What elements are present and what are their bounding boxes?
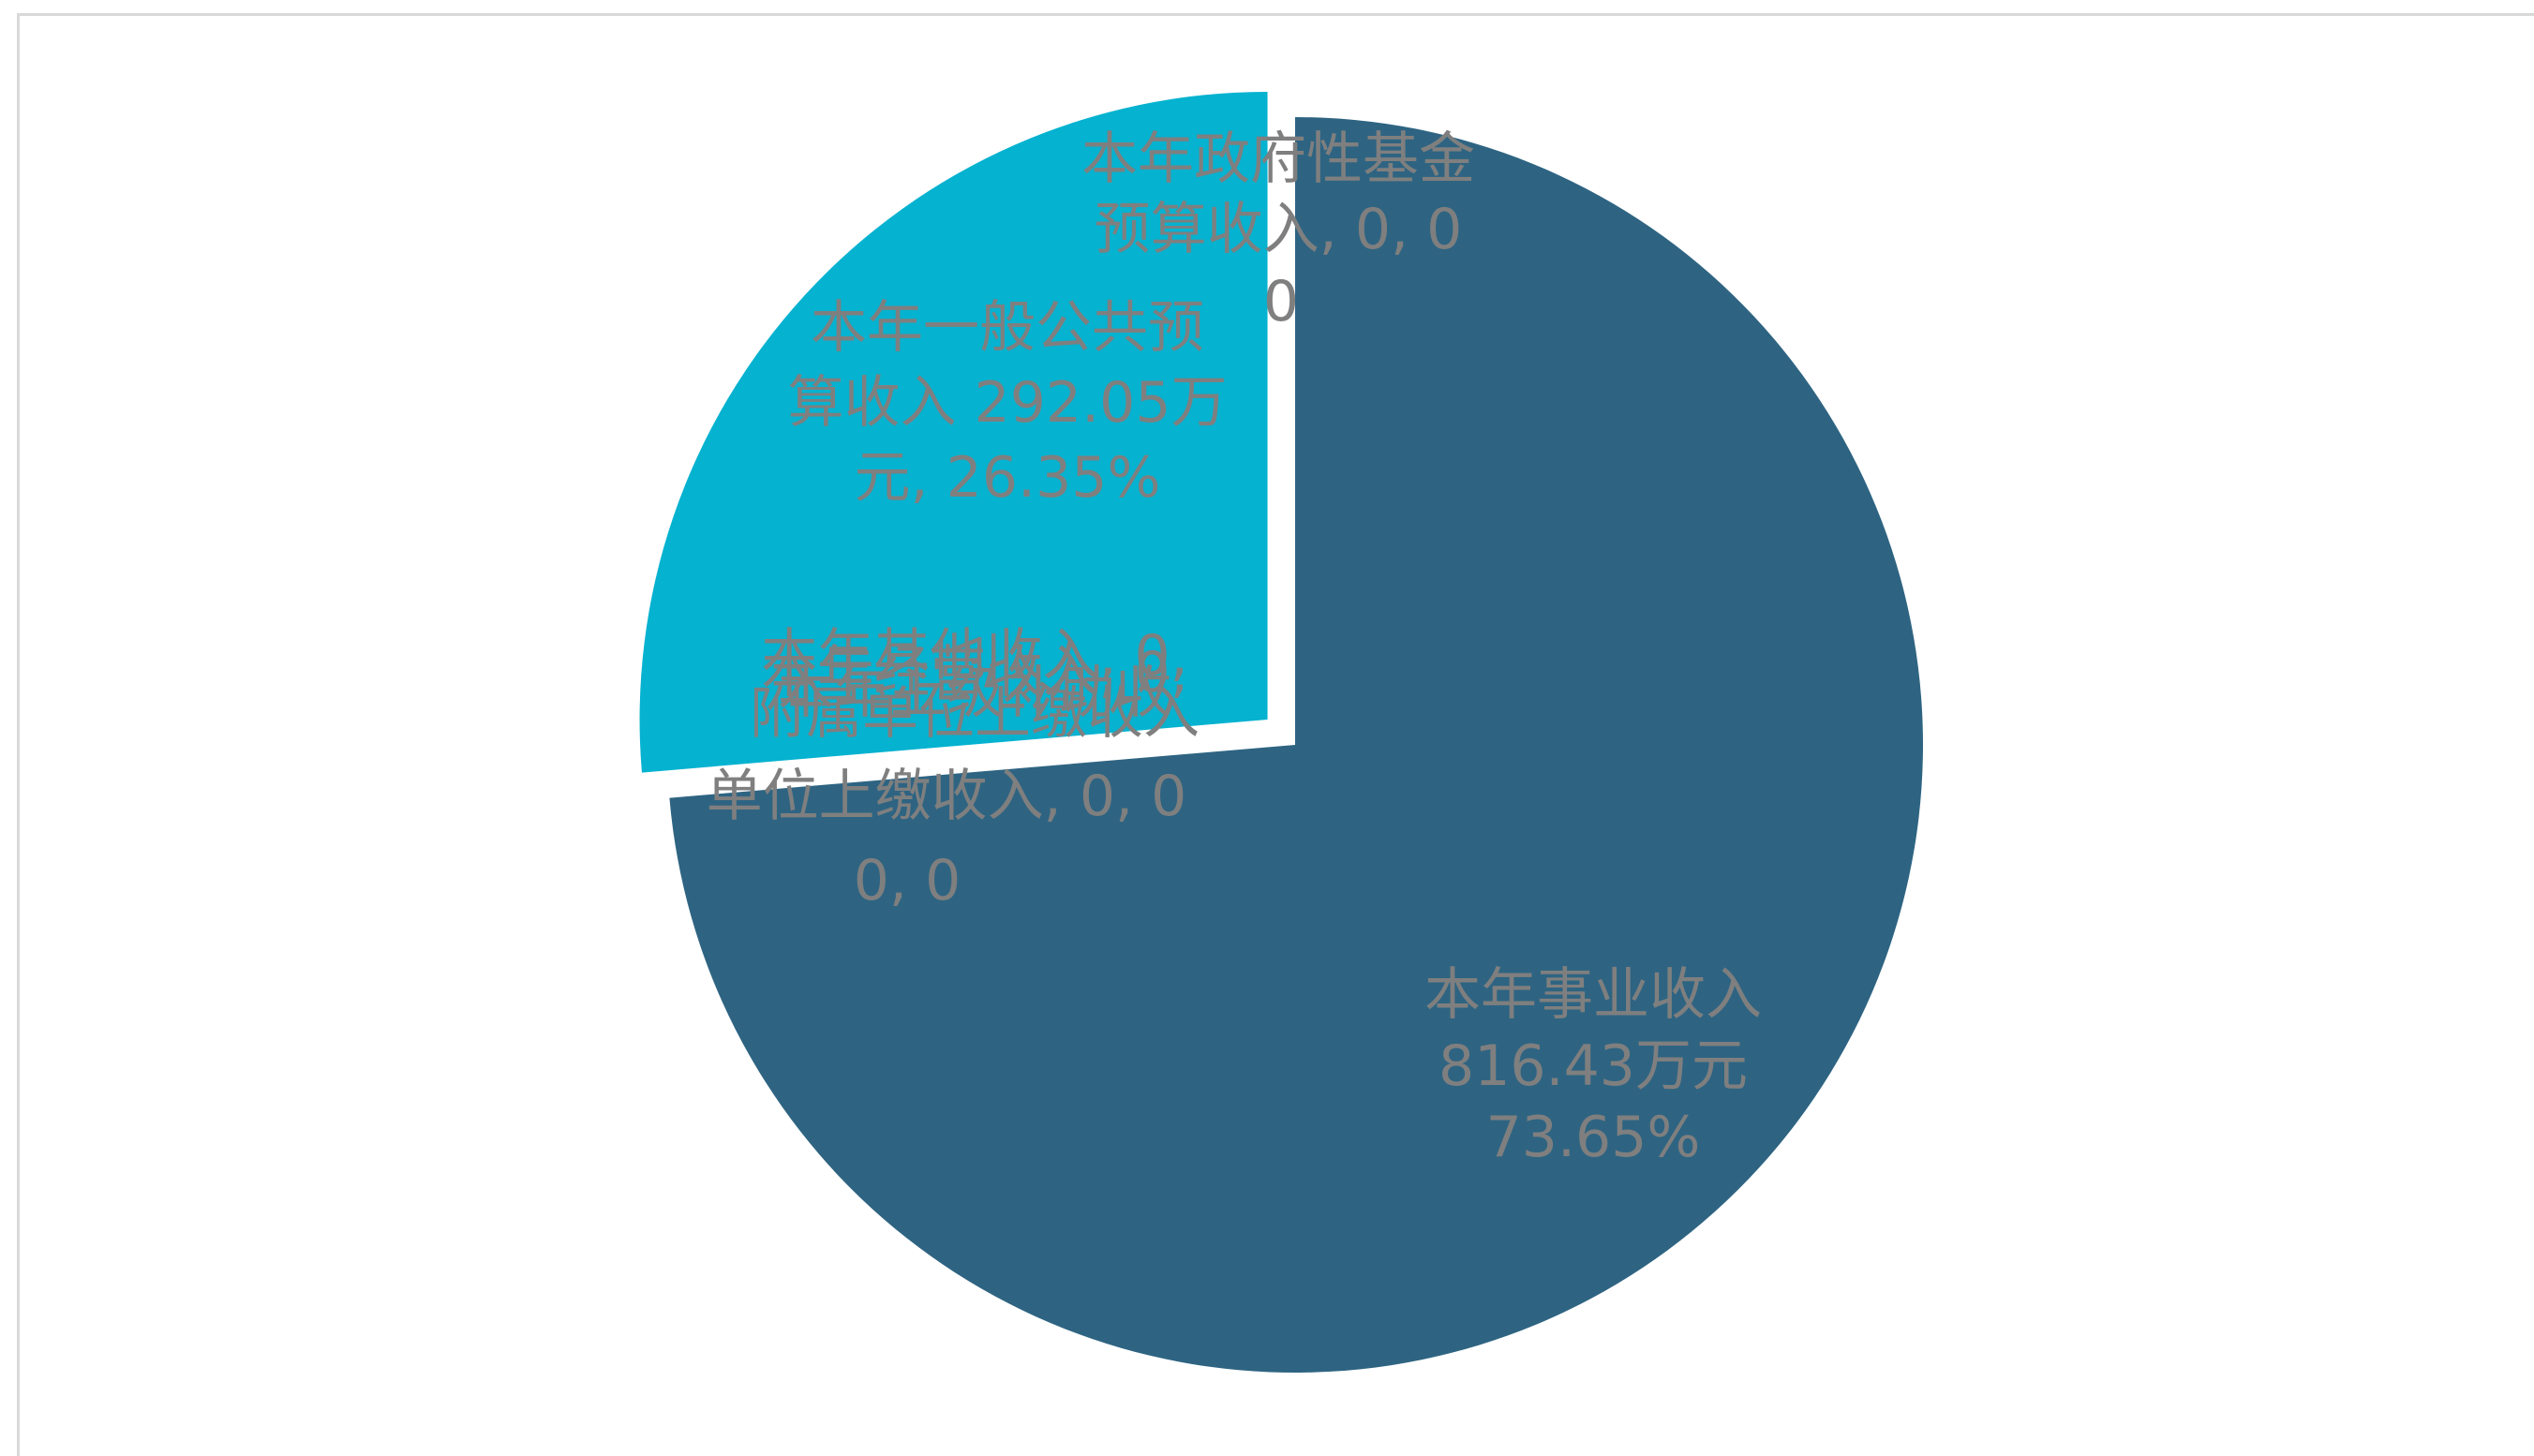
zero-label-line: 本年其他收入, 0,: [761, 623, 1187, 689]
slice-label-yiban: 本年一般公共预算收入 292.05万元, 26.35%: [787, 295, 1227, 511]
labels-layer: 本年事业收入 816.43万元 73.65% 本年一般公共预算收入 292.05万元…: [707, 126, 1762, 1170]
zero-slices-label-top: 本年政府性基金预算收入, 0, 0: [1081, 126, 1475, 262]
zero-slices-label-left: 本年其他收入, 0,本年经营收入, 0,本年上级补助收附属单位上缴收入单位上缴收…: [707, 623, 1200, 829]
label-line: 73.65%: [1486, 1105, 1701, 1170]
label-line: 0: [1263, 269, 1299, 334]
label-line: 本年一般公共预: [811, 295, 1204, 361]
zero-label-line: 附属单位上缴收入: [750, 681, 1200, 747]
zero-label-line: 单位上缴收入, 0, 0: [707, 764, 1187, 829]
zero-label-line: 本年上级补助收: [778, 661, 1171, 726]
slice-label-shiye: 本年事业收入 816.43万元 73.65%: [1424, 962, 1762, 1170]
slices-layer: [639, 91, 1924, 1373]
zero-label-line: 本年经营收入, 0,: [761, 640, 1187, 706]
label-line: 元, 26.35%: [855, 445, 1161, 511]
pie-slice-0: [669, 117, 1924, 1373]
label-line: 816.43万元: [1438, 1033, 1748, 1099]
zero-value-mark-top: 0: [1263, 269, 1299, 334]
label-line: 本年事业收入: [1424, 962, 1762, 1028]
label-line: 0, 0: [854, 848, 961, 914]
pie-slice-1: [639, 91, 1268, 773]
label-line: 本年政府性基金: [1081, 126, 1475, 192]
label-line: 算收入 292.05万: [787, 370, 1227, 436]
label-line: 预算收入, 0, 0: [1095, 197, 1463, 262]
zero-value-mark-left: 0, 0: [854, 848, 961, 914]
